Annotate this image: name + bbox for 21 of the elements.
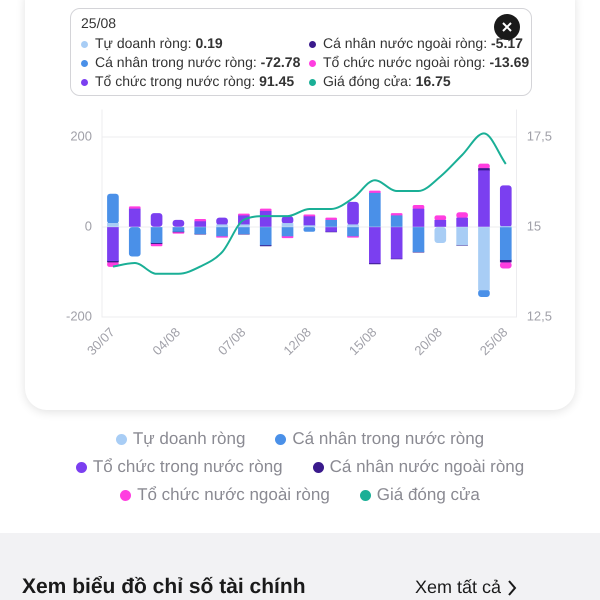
- y2-tick-label: 17,5: [526, 128, 552, 144]
- text: Tổ chức trong nước ròng: 91.45: [94, 73, 294, 89]
- text: Giá đóng cửa: 16.75: [322, 73, 451, 89]
- text: Tự doanh ròng: 0.19: [94, 35, 223, 51]
- text: Xem biểu đồ chỉ số tài chính: [22, 575, 306, 599]
- y-tick-label: 0: [84, 218, 92, 234]
- legend-label: Cá nhân trong nước ròng: [291, 429, 484, 449]
- text: Cá nhân trong nước ròng: -72.78: [94, 54, 300, 70]
- legend-label: Cá nhân nước ngoài ròng: [328, 457, 524, 477]
- y-tick-label: 200: [70, 128, 92, 144]
- legend-label: Tổ chức trong nước ròng: [92, 457, 283, 477]
- text: Cá nhân nước ngoài ròng: -5.17: [322, 35, 523, 51]
- text: Xem tất cả: [415, 577, 502, 598]
- y-tick-label: -200: [66, 308, 92, 324]
- legend-label: Tự doanh ròng: [132, 429, 246, 449]
- legend-label: Giá đóng cửa: [376, 485, 480, 505]
- legend-label: Tổ chức nước ngoài ròng: [136, 485, 330, 505]
- y2-tick-label: 12,5: [526, 308, 552, 324]
- text: 25/08: [81, 15, 116, 31]
- text: Tổ chức nước ngoài ròng: -13.69: [322, 54, 530, 70]
- y2-tick-label: 15: [526, 218, 542, 234]
